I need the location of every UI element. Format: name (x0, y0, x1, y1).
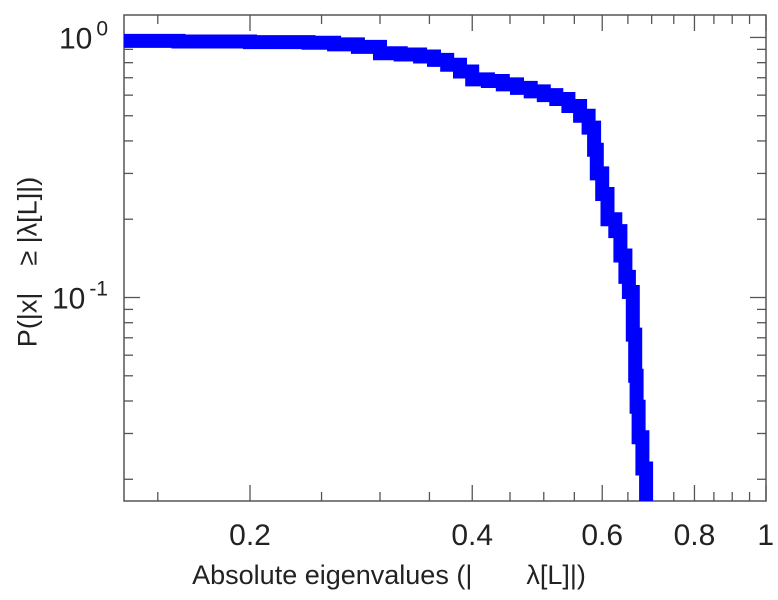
axis-tick-labels: 10 010 -10.2 0.4 0.6 0.8 1 (52, 17, 774, 552)
x-tick-label: 0.4 (451, 519, 493, 552)
y-axis-label: P(|x| ≥ |λ[L]|) (12, 176, 43, 348)
x-axis-label: Absolute eigenvalues (| λ[L]|) (192, 560, 586, 590)
plot-area-frame (123, 14, 767, 502)
y-tick-label-base: 10 (59, 22, 92, 55)
axis-ticks (124, 15, 767, 501)
series-line-0 (124, 33, 654, 501)
x-tick-label: 0.8 (674, 519, 716, 552)
y-tick-label-exponent: 0 (96, 17, 108, 40)
y-tick-label-exponent: -1 (89, 278, 108, 301)
y-tick-label: 10 -1 (52, 278, 108, 316)
series-layer (124, 33, 654, 501)
x-tick-label: 0.2 (229, 519, 271, 552)
x-tick-label: 0.6 (581, 519, 623, 552)
y-tick-label: 10 0 (59, 17, 108, 55)
y-tick-label-base: 10 (52, 283, 85, 316)
x-tick-label: 1 (757, 519, 774, 552)
